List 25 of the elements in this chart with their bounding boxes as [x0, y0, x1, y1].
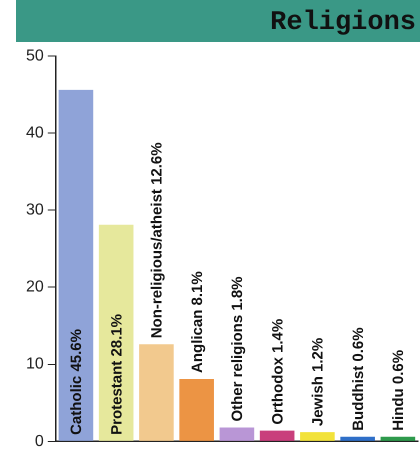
y-tick-label: 10	[26, 356, 44, 373]
category-label: Other religions 1.8%	[229, 276, 246, 422]
bar	[179, 378, 214, 441]
category-label: Protestant 28.1%	[108, 314, 126, 435]
category-label: Catholic 45.6%	[68, 329, 86, 435]
category-label: Jewish 1.2%	[310, 338, 327, 426]
category-label: Anglican 8.1%	[188, 271, 206, 373]
y-tick-label: 40	[26, 124, 44, 142]
bar	[139, 344, 174, 441]
category-label: Orthodox 1.4%	[269, 318, 286, 425]
bar	[340, 436, 375, 441]
bar	[380, 436, 416, 441]
chart-title: Religions	[270, 8, 416, 38]
category-label: Buddhist 0.6%	[350, 327, 367, 431]
y-tick-label: 50	[26, 47, 44, 64]
y-tick-label: 20	[26, 278, 44, 296]
category-label: Non-religious/atheist 12.6%	[148, 142, 166, 338]
y-tick-label: 0	[34, 432, 44, 450]
bar	[98, 224, 134, 441]
bar	[220, 428, 254, 441]
category-label: Hindu 0.6%	[390, 350, 408, 431]
y-tick-label: 30	[26, 202, 44, 219]
bar	[58, 90, 94, 441]
bar	[260, 430, 294, 441]
bar	[300, 432, 335, 441]
